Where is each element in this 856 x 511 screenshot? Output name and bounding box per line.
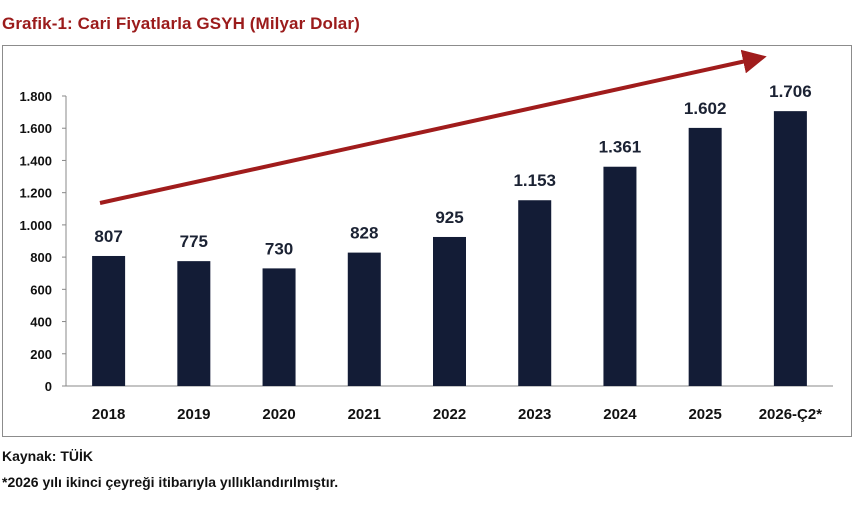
bar xyxy=(92,255,126,386)
bar xyxy=(177,261,211,386)
x-tick-label: 2022 xyxy=(433,406,466,423)
bar xyxy=(518,200,552,386)
y-tick-label: 800 xyxy=(30,250,52,265)
x-tick-label: 2018 xyxy=(92,406,125,423)
data-label: 1.602 xyxy=(684,99,727,118)
x-tick-label: 2019 xyxy=(177,406,210,423)
bar-chart: 0 200 400 600 800 1.000 1.200 1.400 1.600 1.800 2… xyxy=(19,49,833,423)
data-label: 730 xyxy=(265,239,293,258)
chart-frame: 0 200 400 600 800 1.000 1.200 1.400 1.600 1.800 2… xyxy=(2,45,852,437)
y-tick-label: 0 xyxy=(45,379,52,394)
y-tick-label: 1.000 xyxy=(19,218,52,233)
bar xyxy=(347,252,381,386)
x-tick-label: 2023 xyxy=(518,406,551,423)
x-tick-label: 2025 xyxy=(688,406,721,423)
x-tick-label: 2024 xyxy=(603,406,637,423)
trend-arrow xyxy=(99,49,767,205)
x-tick-label: 2020 xyxy=(262,406,295,423)
data-label: 828 xyxy=(350,224,378,243)
y-axis: 0 200 400 600 800 1.000 1.200 1.400 1.600 1.800 xyxy=(19,89,67,394)
source-note: Kaynak: TÜİK xyxy=(2,448,94,464)
x-axis: 2018 2019 2020 2021 2022 2023 2024 2025 2026-Ç2* xyxy=(66,385,833,423)
y-tick-label: 200 xyxy=(30,347,52,362)
data-label: 1.153 xyxy=(513,171,556,190)
data-label: 1.706 xyxy=(769,82,812,101)
bar-series xyxy=(92,111,807,387)
y-tick-label: 1.200 xyxy=(19,186,52,201)
bar xyxy=(433,236,466,386)
y-tick-label: 600 xyxy=(30,282,52,297)
footnote: *2026 yılı ikinci çeyreği itibarıyla yıl… xyxy=(2,474,339,490)
data-label: 807 xyxy=(94,227,122,246)
bar xyxy=(688,127,722,387)
bar xyxy=(773,111,807,387)
x-tick-label: 2026-Ç2* xyxy=(759,406,823,423)
x-tick-label: 2021 xyxy=(348,406,381,423)
data-label: 775 xyxy=(180,232,208,251)
y-tick-label: 400 xyxy=(30,315,52,330)
y-tick-label: 1.400 xyxy=(19,153,52,168)
chart-title: Grafik-1: Cari Fiyatlarla GSYH (Milyar D… xyxy=(2,14,360,33)
bar xyxy=(262,268,296,386)
y-tick-label: 1.600 xyxy=(19,121,52,136)
y-tick-label: 1.800 xyxy=(19,89,52,104)
data-labels: 807 775 730 828 925 1.153 1.361 1.602 1.706 xyxy=(94,82,811,258)
data-label: 925 xyxy=(435,208,463,227)
bar xyxy=(603,166,637,386)
data-label: 1.361 xyxy=(599,138,642,157)
